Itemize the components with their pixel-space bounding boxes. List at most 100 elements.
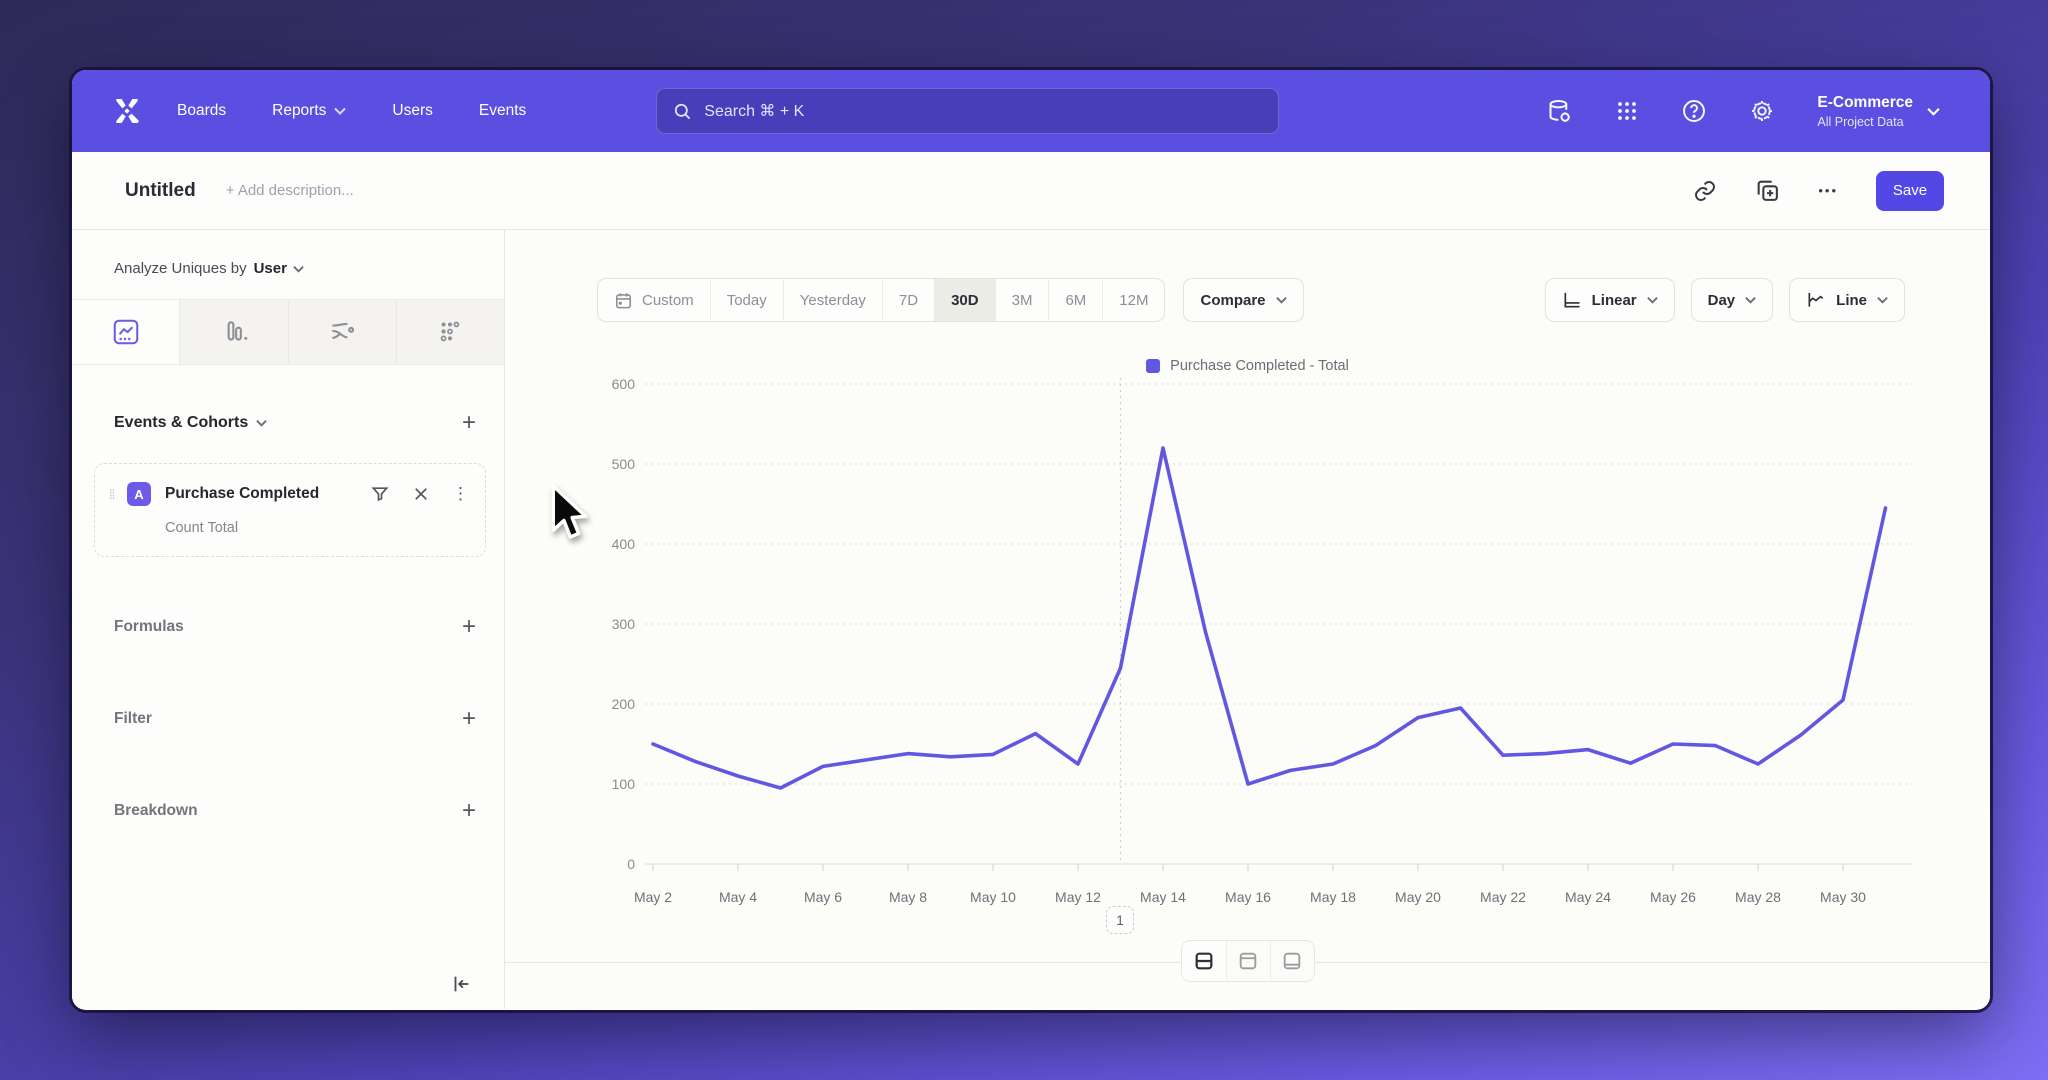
- svg-text:300: 300: [612, 616, 636, 632]
- chevron-down-icon: [1745, 296, 1756, 304]
- svg-text:May 18: May 18: [1310, 889, 1356, 905]
- svg-text:0: 0: [627, 856, 635, 872]
- tab-funnels[interactable]: [179, 300, 288, 364]
- svg-text:May 2: May 2: [634, 889, 672, 905]
- filter-section: Filter +: [72, 705, 504, 733]
- help-icon[interactable]: [1681, 98, 1707, 124]
- filter-event-icon[interactable]: [370, 484, 390, 504]
- chart-type-dropdown[interactable]: Line: [1789, 278, 1905, 322]
- nav-item-events[interactable]: Events: [478, 102, 527, 119]
- report-titlebar: Untitled + Add description... ••• Save: [72, 152, 1990, 230]
- event-metric[interactable]: Count Total: [165, 520, 239, 536]
- events-cohorts-header[interactable]: Events & Cohorts: [114, 414, 267, 432]
- add-event-button[interactable]: +: [461, 409, 476, 436]
- tab-flows[interactable]: [287, 300, 396, 364]
- project-switcher[interactable]: E-Commerce All Project Data: [1817, 94, 1940, 129]
- svg-text:May 4: May 4: [719, 889, 757, 905]
- event-card-purchase-completed[interactable]: ⁞⁞ A Purchase Completed ⋮ Count Total: [94, 463, 486, 557]
- svg-text:May 22: May 22: [1480, 889, 1526, 905]
- report-body: Analyze Uniques by User: [72, 230, 1990, 1009]
- chevron-down-icon: [1927, 107, 1940, 116]
- svg-text:May 16: May 16: [1225, 889, 1271, 905]
- layout-header-top-icon[interactable]: [1225, 941, 1270, 981]
- add-description-field[interactable]: + Add description...: [225, 182, 354, 199]
- tab-retention[interactable]: [395, 300, 504, 364]
- chart-toolbar: Custom Today Yesterday 7D 30D 3M 6M 12M …: [597, 278, 1905, 322]
- report-title[interactable]: Untitled: [125, 179, 196, 201]
- chevron-down-icon: [256, 419, 267, 427]
- settings-gear-icon[interactable]: [1749, 98, 1775, 124]
- events-cohorts-section: Events & Cohorts +: [72, 409, 504, 437]
- range-12m[interactable]: 12M: [1102, 279, 1164, 321]
- nav-item-reports[interactable]: Reports: [272, 102, 347, 120]
- remove-event-icon[interactable]: [412, 485, 430, 503]
- svg-text:500: 500: [612, 456, 636, 472]
- chart-display-controls: Linear Day: [1544, 278, 1905, 322]
- search-icon: [673, 102, 692, 121]
- calendar-icon: [614, 291, 633, 310]
- nav-item-boards[interactable]: Boards: [177, 102, 227, 119]
- apps-grid-icon[interactable]: [1615, 99, 1639, 123]
- event-series-badge: A: [127, 482, 151, 506]
- project-subtitle: All Project Data: [1817, 114, 1904, 129]
- more-options-icon[interactable]: •••: [1818, 182, 1838, 198]
- legend-swatch: [1146, 359, 1161, 373]
- chart-legend[interactable]: Purchase Completed - Total: [505, 358, 1990, 374]
- data-management-icon[interactable]: [1546, 98, 1573, 125]
- range-7d[interactable]: 7D: [881, 279, 934, 321]
- formulas-label: Formulas: [114, 618, 184, 635]
- range-today[interactable]: Today: [709, 279, 783, 321]
- query-sidebar: Analyze Uniques by User: [72, 230, 505, 1009]
- add-formula-button[interactable]: +: [461, 613, 476, 640]
- svg-text:200: 200: [612, 696, 636, 712]
- svg-text:May 26: May 26: [1650, 889, 1696, 905]
- svg-text:May 6: May 6: [804, 889, 842, 905]
- chevron-down-icon: [293, 265, 304, 273]
- breakdown-section: Breakdown +: [72, 797, 504, 825]
- range-6m[interactable]: 6M: [1048, 279, 1102, 321]
- add-breakdown-button[interactable]: +: [461, 797, 476, 824]
- event-more-options-icon[interactable]: ⋮: [452, 484, 469, 503]
- svg-text:May 14: May 14: [1140, 889, 1186, 905]
- mixpanel-logo-icon[interactable]: [105, 91, 149, 131]
- annotation-marker[interactable]: 1: [1106, 906, 1134, 934]
- layout-footer-bottom-icon[interactable]: [1269, 941, 1314, 981]
- layout-split-rows-icon[interactable]: [1181, 941, 1226, 981]
- copy-link-icon[interactable]: [1693, 179, 1717, 203]
- nav-menu: Boards Reports Users Events: [177, 102, 526, 120]
- flows-icon: [327, 317, 357, 347]
- range-custom[interactable]: Custom: [598, 279, 710, 321]
- scale-dropdown[interactable]: Linear: [1544, 278, 1675, 322]
- duplicate-icon[interactable]: [1755, 178, 1780, 203]
- nav-item-users[interactable]: Users: [392, 102, 433, 119]
- search-input[interactable]: Search ⌘ + K: [656, 88, 1280, 134]
- range-3m[interactable]: 3M: [994, 279, 1049, 321]
- range-30d[interactable]: 30D: [934, 279, 995, 321]
- svg-text:May 20: May 20: [1395, 889, 1441, 905]
- svg-text:100: 100: [612, 776, 636, 792]
- search-placeholder: Search ⌘ + K: [704, 103, 805, 120]
- interval-dropdown[interactable]: Day: [1690, 278, 1774, 322]
- collapse-sidebar-icon[interactable]: [450, 973, 472, 995]
- range-yesterday[interactable]: Yesterday: [782, 279, 882, 321]
- line-chart-type-icon: [1806, 290, 1826, 310]
- event-name[interactable]: Purchase Completed: [165, 485, 320, 502]
- breakdown-label: Breakdown: [114, 802, 198, 819]
- svg-text:400: 400: [612, 536, 636, 552]
- line-chart[interactable]: 0 100 200 300 400 500 600 May 2 May 4 May 6 May 8 M…: [505, 340, 1990, 960]
- top-nav: Boards Reports Users Events Search ⌘ + K: [72, 70, 1990, 152]
- add-filter-button[interactable]: +: [461, 705, 476, 732]
- insights-line-chart-icon: [111, 317, 141, 347]
- tab-insights[interactable]: [72, 300, 180, 364]
- svg-text:May 30: May 30: [1820, 889, 1866, 905]
- date-range-control: Custom Today Yesterday 7D 30D 3M 6M 12M: [597, 278, 1166, 322]
- app-window: Boards Reports Users Events Search ⌘ + K: [72, 70, 1990, 1010]
- save-button[interactable]: Save: [1876, 170, 1944, 211]
- drag-handle-icon[interactable]: ⁞⁞: [109, 486, 115, 502]
- compare-dropdown[interactable]: Compare: [1183, 278, 1304, 322]
- analyze-by-dropdown[interactable]: User: [254, 260, 304, 277]
- layout-toggle-group: [1180, 940, 1315, 982]
- analyze-uniques-row: Analyze Uniques by User: [72, 230, 504, 277]
- chevron-down-icon: [1646, 296, 1658, 304]
